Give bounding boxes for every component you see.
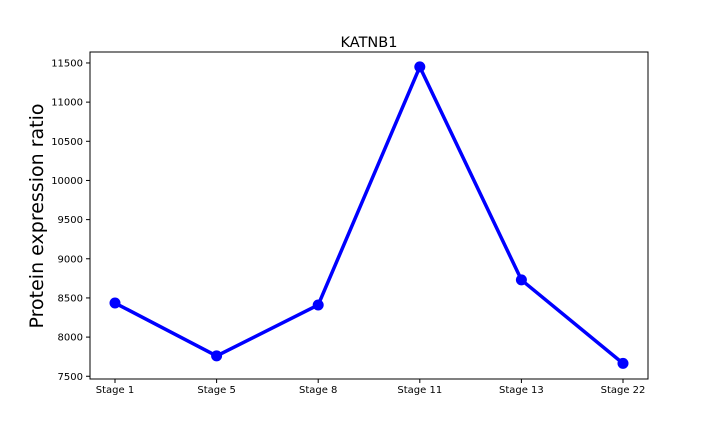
y-tick-label: 9000: [58, 254, 83, 265]
x-tick-label: Stage 1: [96, 385, 134, 396]
x-tick-label: Stage 5: [197, 385, 235, 396]
y-tick-label: 10000: [51, 176, 83, 187]
series-line: [113, 65, 625, 366]
data-point: [211, 350, 223, 362]
y-tick-label: 8500: [58, 293, 83, 304]
x-tick-label: Stage 8: [299, 385, 337, 396]
data-point: [515, 274, 527, 286]
y-axis-label: Protein expression ratio: [26, 104, 48, 329]
plot-area: 7500 8000 8500 9000 9500 10000 10500 11000 11500…: [51, 51, 649, 396]
data-point: [109, 297, 121, 309]
y-tick-label: 10500: [51, 137, 83, 148]
y-tick-label: 7500: [58, 372, 83, 383]
chart-title: KATNB1: [341, 35, 398, 51]
y-tick-label: 8000: [58, 333, 83, 344]
x-tick-label: Stage 11: [397, 385, 442, 396]
plot-frame: [89, 51, 649, 380]
data-point: [414, 61, 426, 73]
y-tick-label: 9500: [58, 215, 83, 226]
data-point: [312, 299, 324, 311]
x-tick-label: Stage 22: [601, 385, 646, 396]
y-tick-label: 11500: [51, 58, 83, 69]
y-tick-label: 11000: [51, 98, 83, 109]
data-point: [617, 357, 629, 369]
x-tick-label: Stage 13: [499, 385, 544, 396]
